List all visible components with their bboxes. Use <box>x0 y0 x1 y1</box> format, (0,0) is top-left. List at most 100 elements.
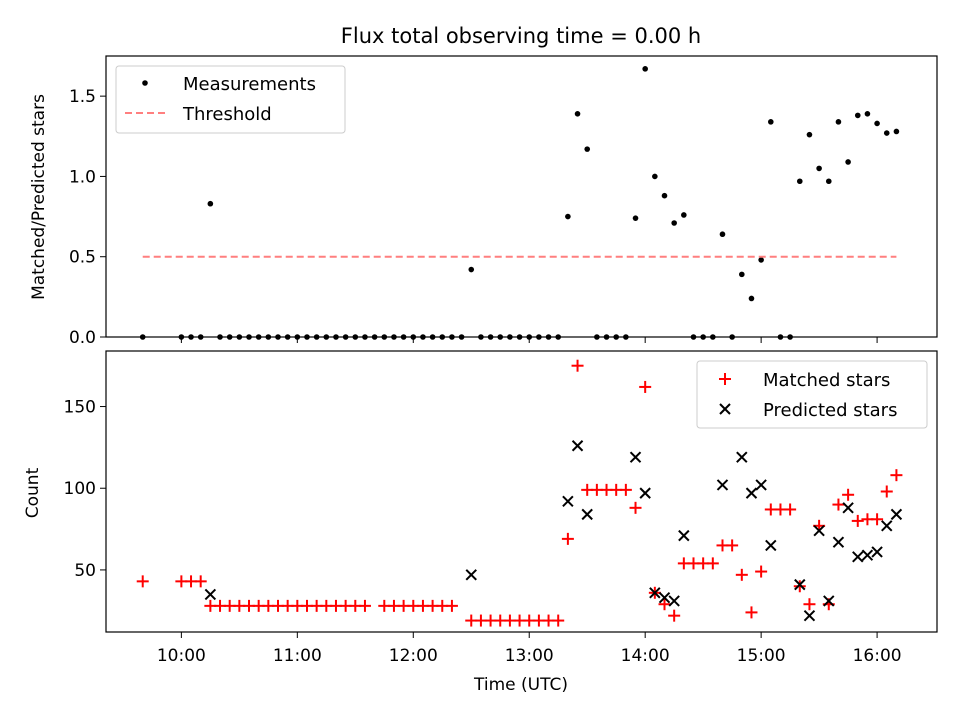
top-y-ticks: 0.0 0.5 1.0 1.5 <box>69 87 106 348</box>
top-legend: Measurements Threshold <box>115 65 346 134</box>
predicted-star-marker <box>765 539 777 552</box>
measurement-point <box>864 111 871 117</box>
matched-star-marker <box>726 539 739 552</box>
measurement-point <box>806 131 813 138</box>
matched-star-marker <box>803 598 816 611</box>
bottom-x-ticks: 10:00 11:00 12:00 13:00 14:00 15:00 16:00 <box>157 632 902 666</box>
measurement-point <box>207 200 214 207</box>
matched-star-marker <box>745 606 758 619</box>
y-tick-label: 1.0 <box>69 167 96 187</box>
bottom-plot-marks <box>136 359 903 627</box>
top-plot-frame <box>105 55 938 338</box>
predicted-star-marker <box>823 595 835 607</box>
matched-star-marker <box>735 568 748 581</box>
matched-star-marker <box>136 575 149 588</box>
measurement-point <box>739 271 745 278</box>
measurement-point <box>584 146 591 152</box>
predicted-star-marker <box>465 569 477 581</box>
top-legend-box <box>115 65 346 134</box>
matched-star-marker <box>832 498 845 511</box>
y-tick-label: 100 <box>64 479 96 499</box>
measurement-point <box>768 119 774 125</box>
legend-measurements-marker <box>142 80 148 86</box>
bottom-x-axis-label: Time (UTC) <box>473 675 568 695</box>
matched-star-marker <box>658 598 671 611</box>
matched-star-marker <box>619 483 632 496</box>
measurement-point <box>652 173 658 180</box>
predicted-star-marker <box>639 487 651 499</box>
measurement-point <box>758 257 764 263</box>
predicted-star-marker <box>842 502 854 514</box>
predicted-star-marker-b <box>871 546 883 558</box>
matched-star-marker <box>842 488 855 501</box>
measurement-point <box>796 178 803 185</box>
predicted-star-marker-b <box>881 520 893 532</box>
measurement-point <box>681 212 687 218</box>
predicted-star-marker-b <box>639 487 651 499</box>
measurement-point <box>854 112 861 119</box>
predicted-star-marker <box>803 609 816 622</box>
measurement-point <box>748 295 755 302</box>
bottom-plot-frame <box>105 350 938 633</box>
predicted-star-marker <box>813 525 825 537</box>
predicted-star-marker-b <box>745 487 758 499</box>
predicted-star-marker-b <box>658 591 671 604</box>
matched-star-marker <box>194 575 207 588</box>
measurement-point <box>671 220 677 226</box>
measurement-point <box>565 213 571 220</box>
predicted-star-marker-b <box>803 609 816 622</box>
predicted-star-marker <box>678 529 690 542</box>
top-x-ticks <box>180 337 878 343</box>
matched-star-marker <box>561 532 574 545</box>
legend-matched-label: Matched stars <box>763 370 890 391</box>
predicted-star-marker-b <box>629 451 642 463</box>
measurement-point <box>574 111 581 117</box>
matched-star-marker <box>445 599 458 612</box>
matched-star-marker <box>552 614 565 627</box>
matched-star-marker <box>784 503 797 516</box>
bottom-y-ticks: 50 100 150 <box>64 398 106 581</box>
predicted-star-marker-b <box>649 587 661 599</box>
predicted-star-marker <box>658 591 671 604</box>
matched-star-marker <box>755 565 768 578</box>
predicted-star-marker-b <box>736 451 748 463</box>
matched-star-marker <box>793 580 806 593</box>
predicted-star-marker-b <box>832 536 845 548</box>
matched-star-marker <box>668 609 681 622</box>
predicted-star-marker <box>562 495 574 508</box>
x-tick-label: 14:00 <box>621 646 670 666</box>
predicted-star-marker <box>629 451 642 463</box>
predicted-star-marker <box>649 587 661 599</box>
predicted-star-marker-b <box>562 495 574 508</box>
matched-star-marker <box>871 513 884 526</box>
matched-star-marker <box>706 557 719 570</box>
measurement-point <box>632 215 639 221</box>
top-plot-marks <box>139 66 900 340</box>
predicted-star-marker <box>581 508 593 521</box>
predicted-star-marker <box>736 451 748 463</box>
matched-star-marker <box>880 485 893 498</box>
legend-measurements-label: Measurements <box>183 74 316 95</box>
measurement-point <box>642 66 648 72</box>
predicted-star-marker <box>890 508 903 521</box>
predicted-star-marker-b <box>581 508 593 521</box>
top-chart-title: Flux total observing time = 0.00 h <box>341 24 701 48</box>
x-tick-label: 15:00 <box>737 646 786 666</box>
y-tick-label: 0.5 <box>69 248 96 268</box>
y-tick-label: 50 <box>74 561 96 581</box>
top-y-axis-label: Matched/Predicted stars <box>29 94 49 300</box>
legend-predicted-label: Predicted stars <box>763 400 897 421</box>
x-tick-label: 13:00 <box>505 646 554 666</box>
top-plot: 0.0 0.5 1.0 1.5 Matched/Predicted stars <box>29 55 938 348</box>
x-tick-label: 10:00 <box>157 646 206 666</box>
predicted-star-marker-b <box>765 539 777 552</box>
predicted-star-marker <box>852 551 864 563</box>
y-tick-label: 1.5 <box>69 87 96 107</box>
measurement-point <box>816 165 822 172</box>
matched-star-marker <box>639 380 652 393</box>
predicted-star-marker-b <box>890 508 903 521</box>
predicted-star-marker <box>668 595 680 607</box>
bottom-y-axis-label: Count <box>23 467 43 518</box>
